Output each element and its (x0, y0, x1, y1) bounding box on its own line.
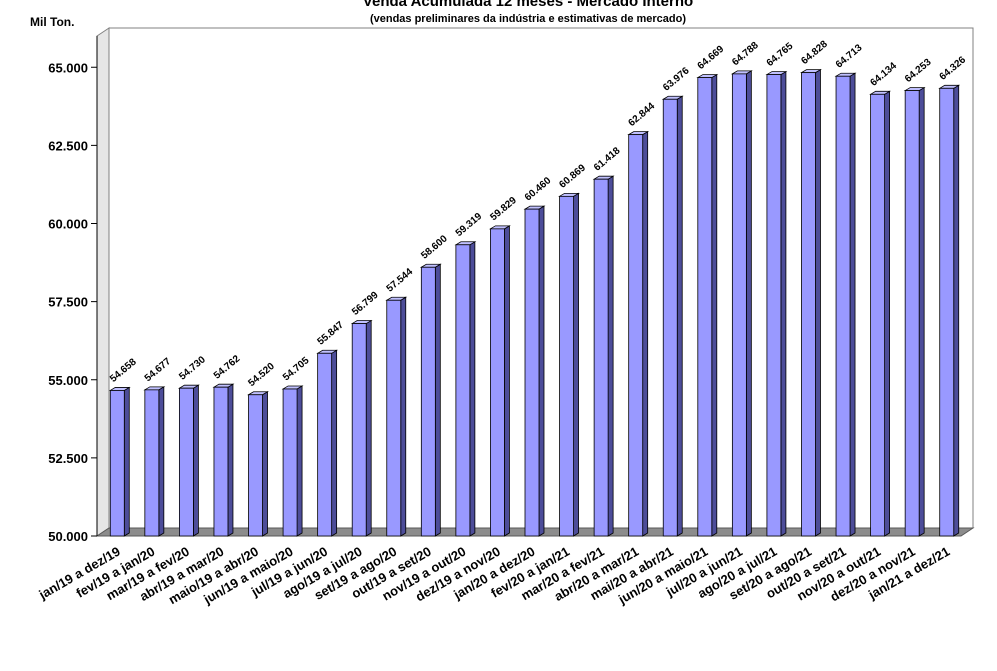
bar-side (607, 175, 614, 537)
bar-side (123, 386, 130, 537)
bar-side (400, 296, 407, 537)
bar-side (296, 385, 303, 537)
y-tick-label: 62.500 (48, 138, 88, 153)
y-tick-label: 52.500 (48, 451, 88, 466)
bar (939, 87, 955, 537)
bar (109, 390, 125, 537)
bar (662, 98, 678, 537)
bar (524, 208, 540, 537)
bar (766, 74, 782, 537)
bar-side (573, 192, 579, 537)
bar-side (815, 68, 821, 537)
plot-area: 50.000 52.500 55.000 57.500 60.000 62.500 65.0… (36, 27, 975, 607)
chart-subtitle: (vendas preliminares da indústria e esti… (370, 13, 686, 25)
bar (801, 72, 816, 537)
bar-side (538, 205, 545, 537)
bar-side (745, 70, 752, 537)
bar-side (227, 383, 234, 537)
bar (870, 93, 885, 537)
bar (178, 387, 194, 537)
bar (317, 352, 333, 537)
bar-side (953, 84, 960, 537)
bar-side (676, 95, 683, 537)
plot-side-wall (96, 27, 110, 537)
bar (144, 389, 160, 537)
bar (351, 323, 367, 537)
bar-side (884, 90, 890, 537)
bar-side (849, 72, 856, 537)
y-tick-label: 57.500 (48, 295, 88, 310)
bar-side (434, 263, 441, 537)
bar-side (365, 319, 372, 537)
bar-side (469, 241, 476, 537)
bar-side (158, 386, 165, 537)
chart-title: Venda Acumulada 12 meses - Mercado Inter… (363, 0, 693, 10)
bar-side (192, 384, 199, 537)
bar (904, 90, 920, 537)
bar (455, 244, 471, 537)
bar-side (711, 73, 718, 537)
bar (835, 75, 851, 537)
bar (697, 77, 713, 537)
bar-side (918, 86, 925, 537)
y-tick-label: 60.000 (48, 217, 88, 232)
bar-side (780, 70, 787, 537)
bar (282, 388, 298, 537)
bar (490, 228, 505, 537)
y-tick-label: 65.000 (48, 60, 88, 75)
bar-side (331, 349, 338, 537)
bar-side (642, 130, 649, 537)
bar (628, 134, 644, 537)
y-tick-label: 50.000 (48, 529, 88, 544)
bar (420, 266, 436, 537)
y-axis-unit-label: Mil Ton. (30, 15, 74, 29)
bar (593, 178, 609, 537)
bar (559, 195, 574, 537)
bar-side (262, 391, 268, 537)
bar-side (504, 225, 510, 537)
y-tick-label: 55.000 (48, 373, 88, 388)
bar (731, 73, 747, 537)
bar (213, 386, 229, 537)
bar (386, 299, 402, 537)
bar (248, 394, 263, 537)
